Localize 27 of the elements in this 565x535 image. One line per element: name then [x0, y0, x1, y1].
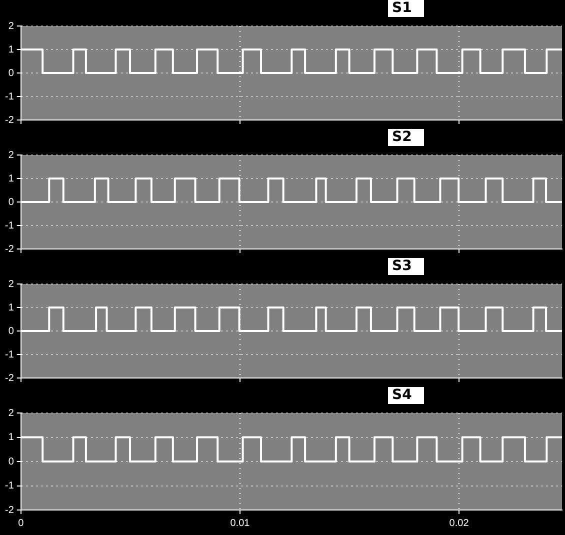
chart-title: S4 [388, 387, 424, 404]
y-tick-label: -2 [4, 114, 14, 126]
y-tick-label: 2 [8, 278, 14, 290]
x-tick-label: 0.01 [230, 518, 250, 529]
y-tick-label: 1 [8, 173, 14, 184]
y-tick-label: 2 [8, 150, 14, 161]
y-tick-label: 1 [8, 44, 14, 56]
y-tick-label: -2 [4, 244, 14, 255]
y-tick-label: 1 [8, 432, 14, 443]
chart-title: S2 [388, 129, 424, 146]
y-tick-label: -1 [4, 91, 14, 102]
y-tick-label: -1 [4, 220, 14, 232]
y-tick-label: 1 [8, 302, 14, 314]
y-tick-label: -1 [4, 349, 14, 360]
y-tick-label: 0 [8, 326, 14, 337]
y-tick-label: 2 [8, 20, 14, 32]
y-tick-label: 0 [8, 196, 14, 208]
y-tick-label: 0 [8, 68, 14, 79]
y-tick-label: -2 [4, 504, 14, 516]
chart-title: S3 [388, 258, 424, 275]
chart-title: S1 [388, 0, 424, 17]
x-tick-label: 0 [18, 518, 24, 529]
y-tick-label: 0 [8, 456, 14, 468]
y-tick-label: -1 [4, 480, 14, 492]
y-tick-label: -2 [4, 372, 14, 384]
x-tick-label: 0.02 [449, 518, 470, 529]
y-tick-label: 2 [8, 408, 14, 419]
